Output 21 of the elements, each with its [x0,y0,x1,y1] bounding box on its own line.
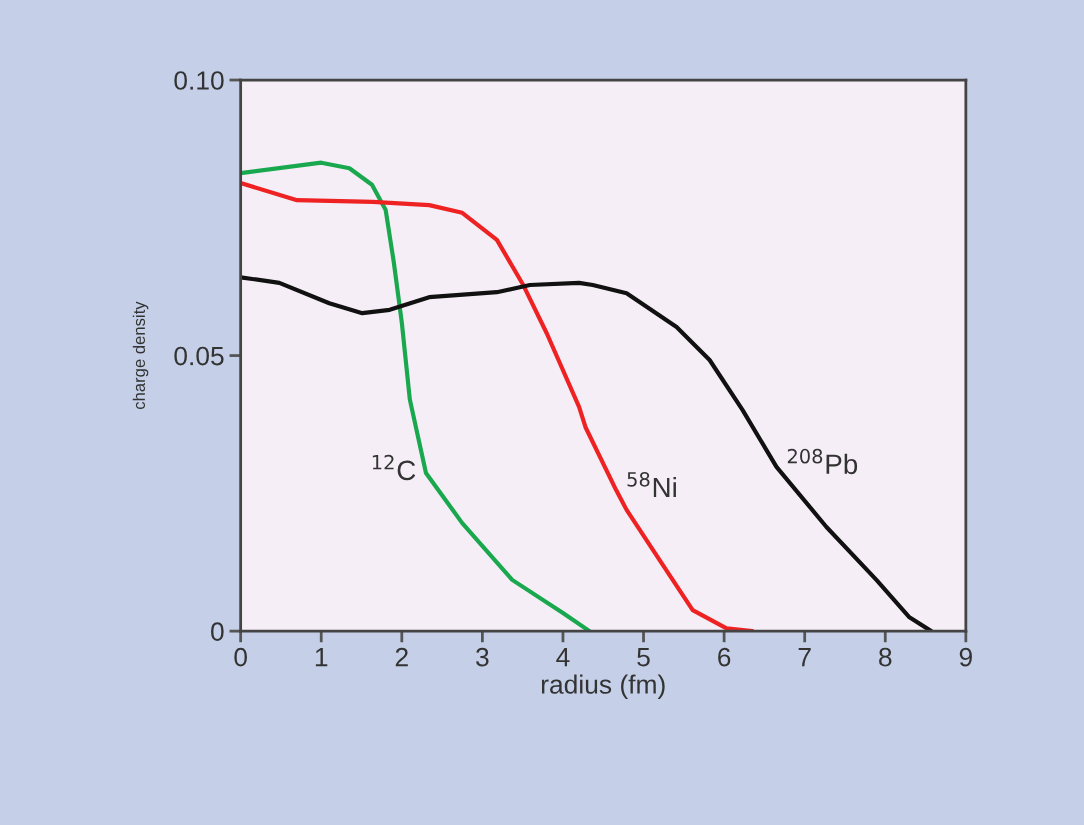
x-tick-label: 0 [234,647,247,667]
x-tick-label: 3 [476,647,489,667]
series-label: $^{58}$Ni [627,471,676,498]
x-tick-label: 7 [798,648,811,667]
x-tick-label: 8 [879,647,892,667]
line-series [240,275,934,632]
x-tick-label: 6 [718,647,731,667]
y-tick-label: 0 [211,622,224,641]
x-tick-label: 9 [959,647,972,667]
x-tick-label: 2 [395,647,408,667]
y-axis-title: charge density [132,301,149,410]
y-tick-label: 0.05 [174,346,224,366]
x-axis-title: radius (fm) [541,674,665,700]
series-label: $^{208}$Pb [787,448,858,475]
x-tick-label: 4 [556,648,570,667]
line-series [240,160,592,632]
x-tick-label: 5 [637,648,650,667]
line-series [240,180,755,632]
y-tick-label: 0.10 [174,71,224,90]
x-tick-label: 1 [315,648,328,667]
series-label: $^{12}$C [372,454,416,481]
